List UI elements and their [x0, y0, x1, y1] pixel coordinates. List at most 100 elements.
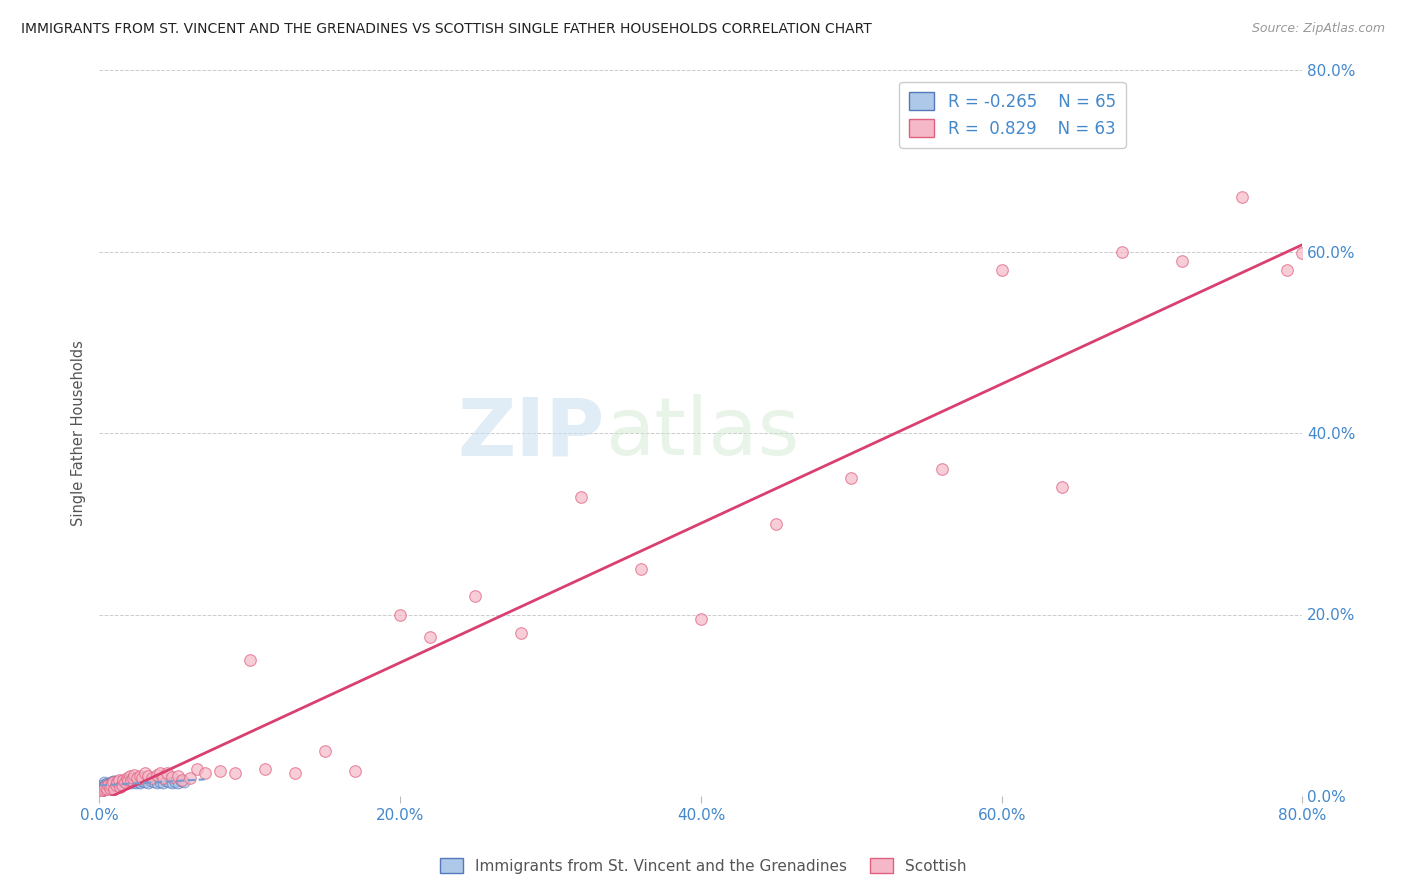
Point [118, 775, 141, 789]
Point [166, 769, 188, 783]
Point [94, 780, 117, 794]
Point [142, 775, 165, 789]
Point [91, 778, 114, 792]
Point [89, 780, 111, 794]
Point [108, 772, 131, 787]
Point [111, 778, 134, 792]
Point [104, 775, 127, 789]
Point [91, 780, 114, 795]
Point [163, 775, 186, 789]
Point [173, 775, 195, 789]
Point [100, 778, 122, 792]
Point [120, 772, 142, 787]
Point [93, 778, 115, 792]
Point [1171, 253, 1194, 268]
Point [125, 774, 148, 789]
Legend: Immigrants from St. Vincent and the Grenadines, Scottish: Immigrants from St. Vincent and the Gren… [433, 852, 973, 880]
Point [139, 774, 162, 789]
Point [131, 774, 153, 789]
Point [117, 774, 139, 789]
Point [169, 774, 191, 789]
Point [194, 766, 217, 780]
Point [108, 773, 131, 788]
Point [112, 777, 135, 791]
Point [131, 771, 153, 785]
Text: IMMIGRANTS FROM ST. VINCENT AND THE GRENADINES VS SCOTTISH SINGLE FATHER HOUSEHO: IMMIGRANTS FROM ST. VINCENT AND THE GREN… [21, 22, 872, 37]
Point [107, 774, 129, 789]
Point [112, 772, 135, 787]
Point [224, 766, 246, 780]
Point [97, 778, 120, 792]
Point [101, 777, 124, 791]
Point [91, 780, 114, 794]
Point [630, 562, 652, 576]
Point [152, 771, 174, 785]
Point [91, 783, 114, 797]
Point [96, 781, 118, 796]
Point [93, 780, 115, 794]
Point [110, 780, 132, 794]
Point [1232, 190, 1254, 204]
Point [115, 771, 138, 785]
Point [114, 775, 136, 789]
Point [156, 766, 179, 780]
Point [208, 764, 231, 778]
Point [136, 769, 159, 783]
Point [284, 766, 307, 780]
Point [90, 784, 112, 798]
Point [114, 775, 136, 789]
Point [765, 516, 787, 531]
Point [98, 779, 121, 793]
Point [108, 776, 131, 790]
Point [100, 778, 122, 792]
Point [186, 762, 208, 776]
Point [931, 462, 953, 476]
Point [179, 771, 201, 785]
Point [419, 630, 441, 644]
Point [90, 780, 112, 795]
Point [94, 779, 117, 793]
Point [111, 774, 134, 789]
Point [125, 771, 148, 785]
Point [93, 775, 115, 789]
Point [145, 768, 167, 782]
Point [841, 471, 863, 485]
Point [112, 774, 135, 789]
Text: ZIP: ZIP [457, 394, 605, 472]
Point [990, 262, 1012, 277]
Point [104, 778, 127, 792]
Point [134, 766, 156, 780]
Point [94, 780, 117, 795]
Point [98, 780, 121, 795]
Point [117, 772, 139, 787]
Point [1291, 246, 1313, 260]
Point [1050, 480, 1073, 494]
Point [253, 762, 276, 776]
Point [111, 776, 134, 790]
Point [149, 766, 172, 780]
Point [101, 775, 124, 789]
Point [91, 782, 114, 797]
Point [100, 775, 122, 789]
Point [1277, 262, 1299, 277]
Point [136, 776, 159, 790]
Point [128, 775, 150, 789]
Point [129, 776, 152, 790]
Point [107, 777, 129, 791]
Point [98, 776, 121, 790]
Point [134, 775, 156, 789]
Point [152, 776, 174, 790]
Point [149, 775, 172, 789]
Point [1111, 244, 1133, 259]
Point [115, 776, 138, 790]
Point [160, 776, 183, 790]
Point [141, 771, 163, 785]
Point [122, 775, 145, 789]
Point [90, 782, 112, 797]
Point [389, 607, 412, 622]
Point [120, 776, 142, 790]
Point [103, 781, 125, 796]
Y-axis label: Single Father Households: Single Father Households [72, 340, 86, 526]
Point [344, 764, 367, 778]
Point [96, 779, 118, 793]
